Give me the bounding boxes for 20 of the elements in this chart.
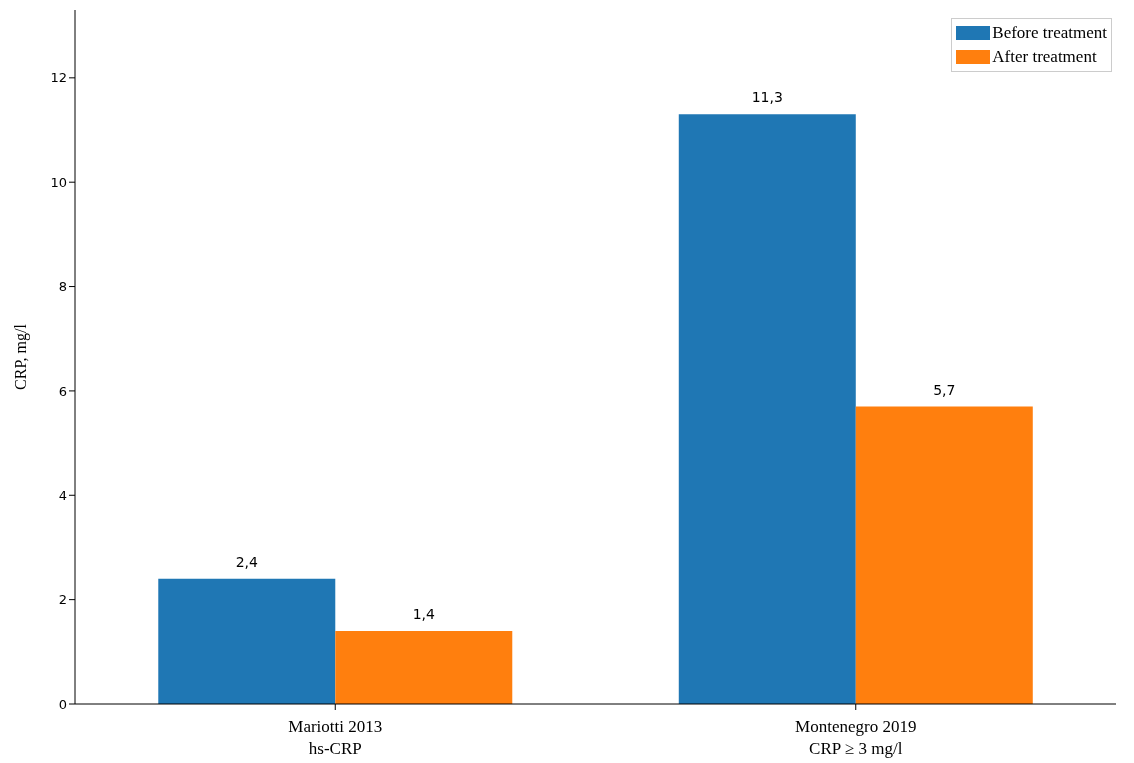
y-tick-label: 8 [58, 279, 67, 295]
bar [335, 630, 513, 704]
y-axis-title: CRP, mg/l [11, 323, 30, 390]
data-label: 2,4 [235, 553, 258, 570]
y-tick-label: 0 [58, 696, 67, 712]
y-tick-label: 10 [50, 174, 67, 190]
x-tick-label: Montenegro 2019 CRP ≥ 3 mg/l [795, 717, 917, 758]
y-tick-label: 12 [50, 70, 67, 86]
data-label: 5,7 [933, 381, 956, 398]
bar [678, 114, 856, 704]
bar [158, 578, 336, 704]
data-label: 11,3 [751, 89, 783, 106]
y-tick-label: 6 [58, 383, 67, 399]
legend-label: Before treatment [992, 23, 1107, 43]
y-tick-label: 4 [58, 487, 67, 503]
x-tick-label: Mariotti 2013 hs-CRP [288, 717, 383, 758]
legend-label: After treatment [992, 47, 1097, 67]
y-tick-label: 2 [58, 592, 67, 608]
data-label: 1,4 [412, 605, 435, 622]
bar [855, 406, 1033, 704]
